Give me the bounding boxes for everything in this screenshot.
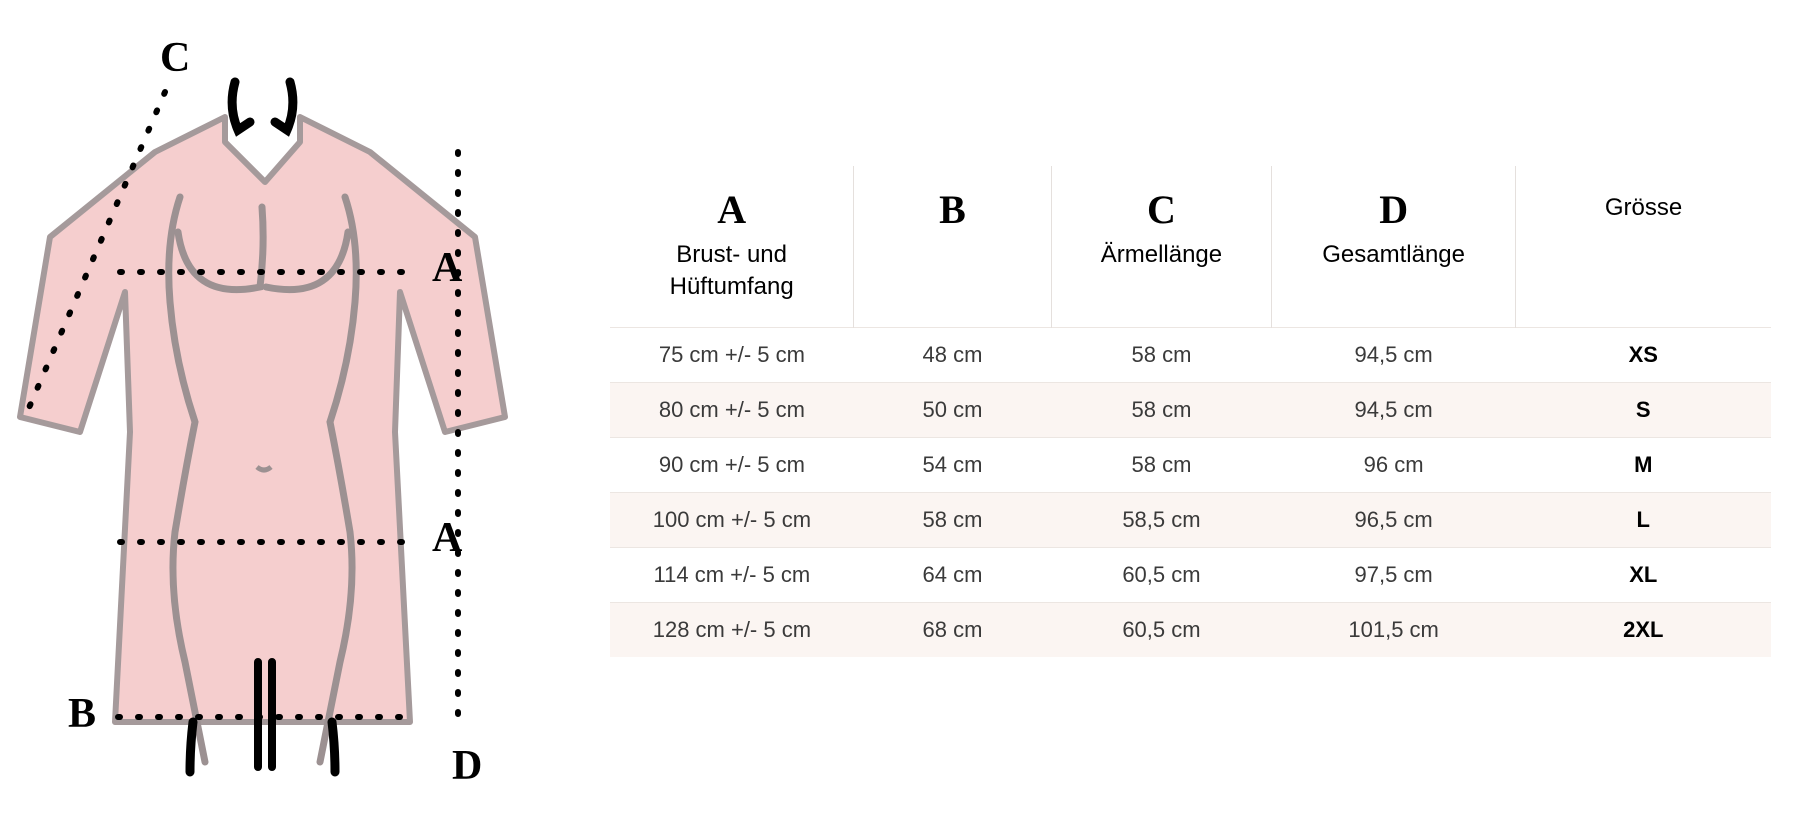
diagram-label-a-lower: A [432, 514, 462, 562]
cell-c: 60,5 cm [1051, 548, 1272, 603]
cell-c: 60,5 cm [1051, 603, 1272, 658]
table-row: 114 cm +/- 5 cm 64 cm 60,5 cm 97,5 cm XL [610, 548, 1771, 603]
cell-c: 58 cm [1051, 328, 1272, 383]
thigh-markers [190, 722, 335, 772]
diagram-label-b: B [68, 690, 96, 738]
header-size: Grösse [1516, 166, 1771, 328]
cell-a: 100 cm +/- 5 cm [610, 493, 854, 548]
cell-b: 64 cm [854, 548, 1051, 603]
header-letter: B [864, 186, 1040, 233]
diagram-label-d: D [452, 742, 482, 790]
header-c: C Ärmellänge [1051, 166, 1272, 328]
cell-b: 58 cm [854, 493, 1051, 548]
table-row: 80 cm +/- 5 cm 50 cm 58 cm 94,5 cm S [610, 383, 1771, 438]
cell-d: 97,5 cm [1272, 548, 1516, 603]
header-sub: Ärmellänge [1062, 239, 1262, 271]
cell-a: 90 cm +/- 5 cm [610, 438, 854, 493]
cell-size: L [1516, 493, 1771, 548]
header-letter: D [1282, 186, 1505, 233]
diagram-label-c: C [160, 34, 190, 82]
cell-d: 101,5 cm [1272, 603, 1516, 658]
cell-b: 48 cm [854, 328, 1051, 383]
cell-size: M [1516, 438, 1771, 493]
table-row: 100 cm +/- 5 cm 58 cm 58,5 cm 96,5 cm L [610, 493, 1771, 548]
neck-markers [232, 82, 293, 130]
cell-c: 58 cm [1051, 383, 1272, 438]
size-chart-container: C A A B D A Brust- und Hüftumfang B [0, 22, 1811, 802]
navel [257, 467, 271, 470]
table-row: 90 cm +/- 5 cm 54 cm 58 cm 96 cm M [610, 438, 1771, 493]
header-d: D Gesamtlänge [1272, 166, 1516, 328]
size-table-region: A Brust- und Hüftumfang B C Ärmellänge D… [610, 166, 1811, 658]
table-row: 75 cm +/- 5 cm 48 cm 58 cm 94,5 cm XS [610, 328, 1771, 383]
cell-size: XL [1516, 548, 1771, 603]
header-sub: Grösse [1526, 192, 1761, 224]
header-a: A Brust- und Hüftumfang [610, 166, 854, 328]
cell-size: 2XL [1516, 603, 1771, 658]
header-sub: Brust- und Hüftumfang [620, 239, 843, 304]
table-row: 128 cm +/- 5 cm 68 cm 60,5 cm 101,5 cm 2… [610, 603, 1771, 658]
cell-c: 58 cm [1051, 438, 1272, 493]
cell-a: 80 cm +/- 5 cm [610, 383, 854, 438]
cell-a: 128 cm +/- 5 cm [610, 603, 854, 658]
cell-d: 94,5 cm [1272, 383, 1516, 438]
garment-diagram: C A A B D [10, 22, 570, 802]
header-letter: C [1062, 186, 1262, 233]
cell-b: 68 cm [854, 603, 1051, 658]
cell-d: 96 cm [1272, 438, 1516, 493]
cell-a: 114 cm +/- 5 cm [610, 548, 854, 603]
cell-d: 96,5 cm [1272, 493, 1516, 548]
cell-b: 54 cm [854, 438, 1051, 493]
header-sub: Gesamtlänge [1282, 239, 1505, 271]
size-table-body: 75 cm +/- 5 cm 48 cm 58 cm 94,5 cm XS 80… [610, 328, 1771, 658]
cell-a: 75 cm +/- 5 cm [610, 328, 854, 383]
cell-size: XS [1516, 328, 1771, 383]
cell-c: 58,5 cm [1051, 493, 1272, 548]
cell-b: 50 cm [854, 383, 1051, 438]
cell-d: 94,5 cm [1272, 328, 1516, 383]
garment-svg [10, 22, 570, 802]
diagram-label-a-upper: A [432, 244, 462, 292]
table-header-row: A Brust- und Hüftumfang B C Ärmellänge D… [610, 166, 1771, 328]
header-b: B [854, 166, 1051, 328]
header-letter: A [620, 186, 843, 233]
size-table: A Brust- und Hüftumfang B C Ärmellänge D… [610, 166, 1771, 658]
cell-size: S [1516, 383, 1771, 438]
